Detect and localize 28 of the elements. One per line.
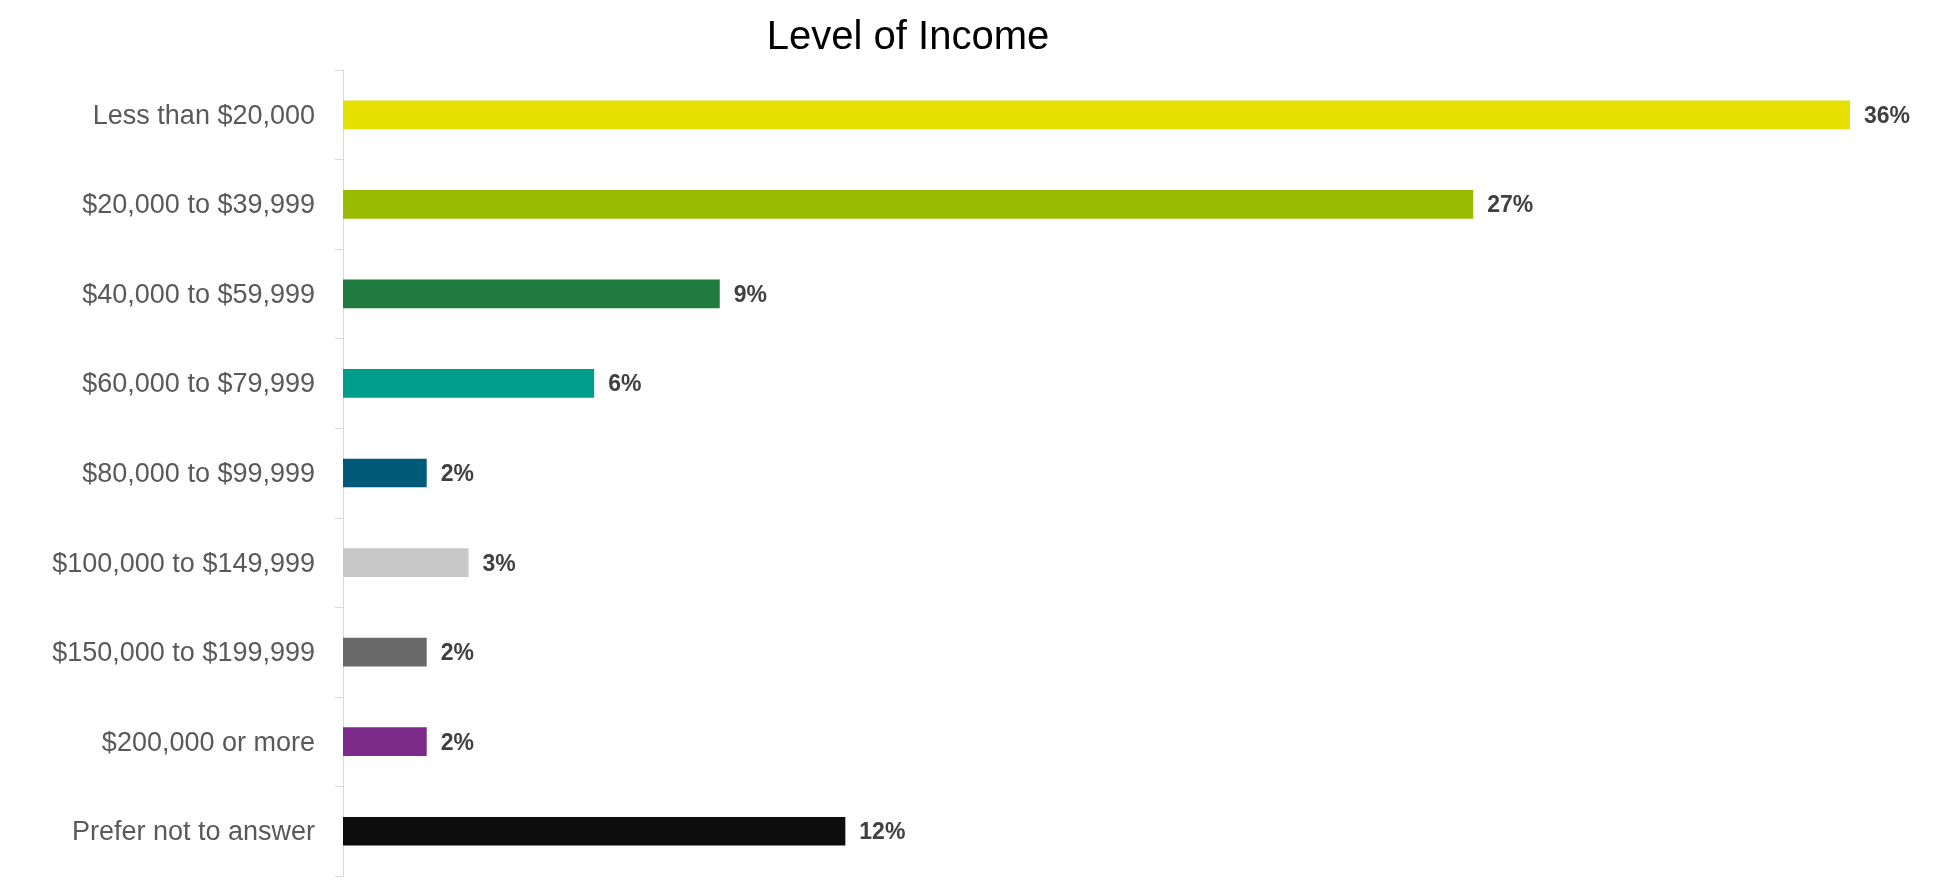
y-tick-label: $150,000 to $199,999 xyxy=(52,637,315,668)
y-tick-label: Prefer not to answer xyxy=(71,816,315,847)
y-tick-label: $60,000 to $79,999 xyxy=(82,368,315,399)
y-tick-label: Less than $20,000 xyxy=(92,99,315,130)
bar xyxy=(343,816,846,846)
data-label: 9% xyxy=(733,280,767,307)
y-tick-label: $80,000 to $99,999 xyxy=(82,458,315,488)
data-label: 6% xyxy=(608,370,642,397)
bar xyxy=(343,458,427,488)
chart-title: Level of Income xyxy=(766,13,1050,57)
data-label: 27% xyxy=(1487,191,1534,218)
data-label: 3% xyxy=(482,549,516,576)
y-tick-label: $20,000 to $39,999 xyxy=(82,189,315,220)
bar xyxy=(343,369,595,398)
data-label: 36% xyxy=(1864,101,1911,128)
data-label: 2% xyxy=(440,728,474,755)
data-label: 12% xyxy=(859,818,906,845)
y-tick-label: $100,000 to $149,999 xyxy=(52,547,315,578)
data-label: 2% xyxy=(440,460,474,486)
bar xyxy=(343,548,469,577)
y-tick-label: $200,000 or more xyxy=(101,726,315,757)
bar xyxy=(343,190,1474,219)
bar xyxy=(343,100,1850,130)
y-tick-label: $40,000 to $59,999 xyxy=(82,278,315,309)
bar xyxy=(343,279,720,309)
bar xyxy=(343,637,427,667)
bar xyxy=(343,727,427,756)
data-label: 2% xyxy=(440,639,474,666)
